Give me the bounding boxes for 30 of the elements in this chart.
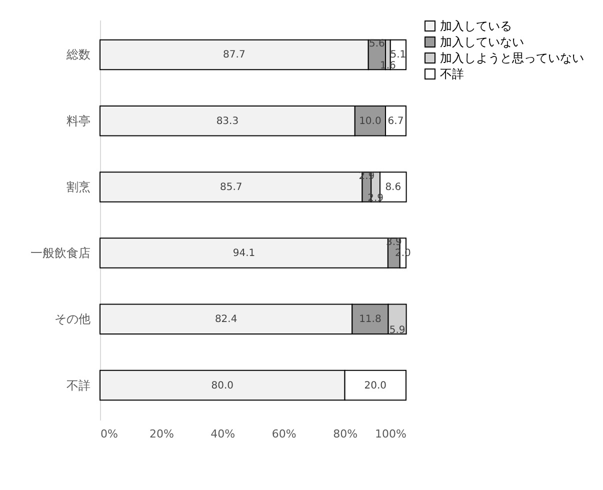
y-tick-label: 割烹 xyxy=(66,180,90,194)
x-tick-label: 0% xyxy=(100,428,118,440)
data-label: 80.0 xyxy=(211,380,234,392)
legend-label: 不詳 xyxy=(440,67,464,81)
data-label: 11.8 xyxy=(359,314,382,326)
y-tick-label: 料亭 xyxy=(66,114,90,128)
data-label: 8.6 xyxy=(385,182,402,193)
data-label: 85.7 xyxy=(220,182,242,193)
x-tick-label: 20% xyxy=(149,428,174,440)
y-tick-label: 不詳 xyxy=(66,378,90,392)
x-tick-label: 40% xyxy=(210,428,236,440)
y-tick-label: 一般飲食店 xyxy=(30,246,90,260)
y-tick-label: その他 xyxy=(54,312,90,326)
x-tick-label: 100% xyxy=(375,428,406,440)
x-tick-label: 80% xyxy=(333,428,358,440)
y-tick-label: 総数 xyxy=(66,48,90,62)
data-label: 6.7 xyxy=(388,116,404,127)
legend-label: 加入しようと思っていない xyxy=(440,51,584,65)
data-label: 10.0 xyxy=(359,116,382,127)
data-label: 5.9 xyxy=(389,325,406,336)
data-label: 94.1 xyxy=(232,248,256,260)
data-label: 5.6 xyxy=(368,38,385,50)
data-label: 20.0 xyxy=(364,380,387,392)
data-label: 87.7 xyxy=(223,50,246,61)
data-label: 83.3 xyxy=(216,116,239,127)
x-tick-label: 60% xyxy=(272,428,296,440)
legend-label: 加入していない xyxy=(440,35,524,49)
data-label: 82.4 xyxy=(214,314,238,326)
data-label: 5.1 xyxy=(390,50,406,61)
legend-label: 加入している xyxy=(440,19,512,33)
